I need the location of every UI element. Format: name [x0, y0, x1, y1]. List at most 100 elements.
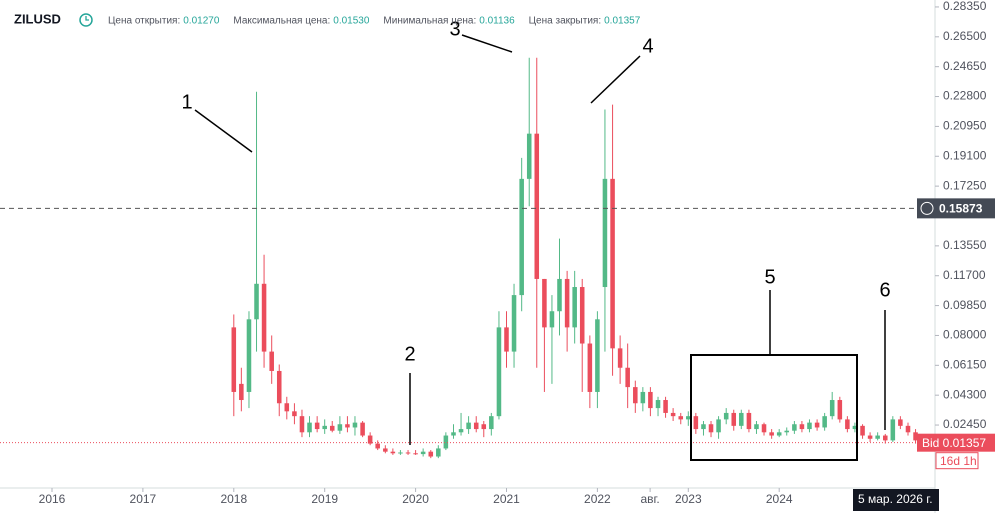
- candle-body: [299, 416, 305, 433]
- candle-body: [883, 435, 888, 441]
- annotation-box: [690, 354, 858, 461]
- candle-body: [496, 327, 502, 417]
- y-tick-label: 0.11700: [943, 268, 986, 282]
- candle-body: [761, 424, 767, 433]
- candle-body: [254, 283, 259, 320]
- candle-body: [458, 429, 464, 433]
- candle-body: [807, 422, 812, 430]
- candle-body: [473, 422, 479, 430]
- candle-body: [292, 411, 297, 417]
- candle-body: [746, 412, 752, 430]
- y-tick-label: 0.17250: [943, 178, 987, 192]
- candle-body: [383, 448, 388, 452]
- candle-body: [345, 424, 350, 428]
- candle-body: [413, 453, 418, 455]
- candle-body: [549, 311, 555, 328]
- candle-body: [360, 422, 365, 436]
- y-tick-label: 0.22800: [943, 89, 987, 103]
- candle-body: [686, 416, 691, 420]
- candle-body: [625, 367, 630, 388]
- candle-body: [678, 416, 684, 420]
- candle-body: [822, 416, 827, 428]
- price-label-bg: [917, 198, 995, 219]
- stat-label: Максимальная цена:: [233, 16, 330, 27]
- candle-body: [557, 278, 562, 312]
- candle-body: [716, 419, 721, 433]
- candle-body: [602, 178, 608, 288]
- y-tick-label: 0.13550: [943, 238, 987, 252]
- y-tick-label: 0.24650: [943, 59, 987, 73]
- crosshair-icon: [920, 201, 934, 215]
- stat-value: 0.01530: [333, 16, 370, 27]
- annotation-label: 5: [764, 266, 775, 288]
- candle-body: [852, 425, 858, 430]
- x-tick-label: 2021: [493, 492, 520, 506]
- candle-body: [375, 443, 380, 449]
- candle-body: [701, 424, 706, 430]
- candle-body: [905, 425, 911, 433]
- candle-body: [390, 451, 396, 454]
- candles: [231, 57, 934, 459]
- candle-body: [587, 343, 593, 392]
- candle-body: [739, 412, 744, 426]
- candle-body: [595, 319, 600, 392]
- x-tick-label: 2019: [311, 492, 338, 506]
- candle-body: [367, 435, 373, 444]
- candle-body: [769, 432, 774, 436]
- candle-body: [466, 422, 471, 430]
- stat-value: 0.01357: [604, 16, 641, 27]
- candle-body: [572, 287, 577, 328]
- candle-body: [352, 422, 358, 428]
- candle-body: [640, 391, 646, 404]
- candle-body: [405, 452, 411, 454]
- candle-body: [875, 435, 880, 439]
- candle-body: [420, 451, 426, 455]
- candle-body: [489, 416, 494, 430]
- candle-body: [799, 424, 805, 430]
- x-tick-label: авг.: [640, 492, 659, 506]
- candle-body: [307, 422, 312, 433]
- countdown: 16d 1h: [940, 454, 977, 468]
- candle-body: [610, 178, 615, 349]
- annotation-label: 1: [181, 91, 192, 113]
- stat-label: Минимальная цена:: [383, 16, 476, 27]
- candle-body: [436, 448, 441, 457]
- y-tick-label: 0.08000: [943, 328, 987, 342]
- candle-body: [261, 283, 267, 352]
- price-label: 0.15873: [939, 202, 983, 216]
- x-tick-label: 2018: [220, 492, 247, 506]
- candle-body: [784, 430, 790, 433]
- stat-value: 0.01136: [479, 16, 515, 27]
- candle-body: [860, 425, 865, 436]
- candle-body: [239, 383, 244, 401]
- candle-body: [443, 435, 449, 449]
- x-tick-label: 2017: [130, 492, 157, 506]
- countdown-bg: [935, 452, 979, 470]
- candle-body: [246, 319, 252, 392]
- clock-icon: [79, 13, 93, 27]
- x-tick-label: 2016: [39, 492, 66, 506]
- annotation-label: 3: [449, 18, 460, 40]
- crosshair-date: 5 мар. 2026 г.: [858, 492, 933, 506]
- clock-hand: [85, 16, 89, 21]
- candle-body: [693, 416, 699, 430]
- stat-value: 0.01270: [183, 16, 220, 27]
- grid: 0.28350 0.26500 0.24650 0.22800 0.20950 0.191…: [39, 0, 987, 506]
- candle-body: [617, 348, 623, 368]
- candle-body: [511, 295, 517, 352]
- bid-label: Bid 0.01357: [922, 436, 986, 450]
- candle-body: [526, 133, 532, 179]
- candle-body: [519, 178, 524, 296]
- overlay: 0.15873 Bid 0.01357 16d 1h 5 мар. 2026 г. 1 2…: [0, 18, 995, 511]
- stat-label: Цена закрытия:: [529, 16, 601, 27]
- y-tick-label: 0.20950: [943, 119, 987, 133]
- candle-body: [542, 278, 547, 328]
- annotation-line: [194, 109, 253, 153]
- candle-body: [867, 435, 873, 439]
- candle-body: [451, 432, 456, 436]
- candle-body: [337, 424, 343, 431]
- candle-body: [845, 419, 850, 430]
- y-tick-label: 0.02450: [943, 417, 987, 431]
